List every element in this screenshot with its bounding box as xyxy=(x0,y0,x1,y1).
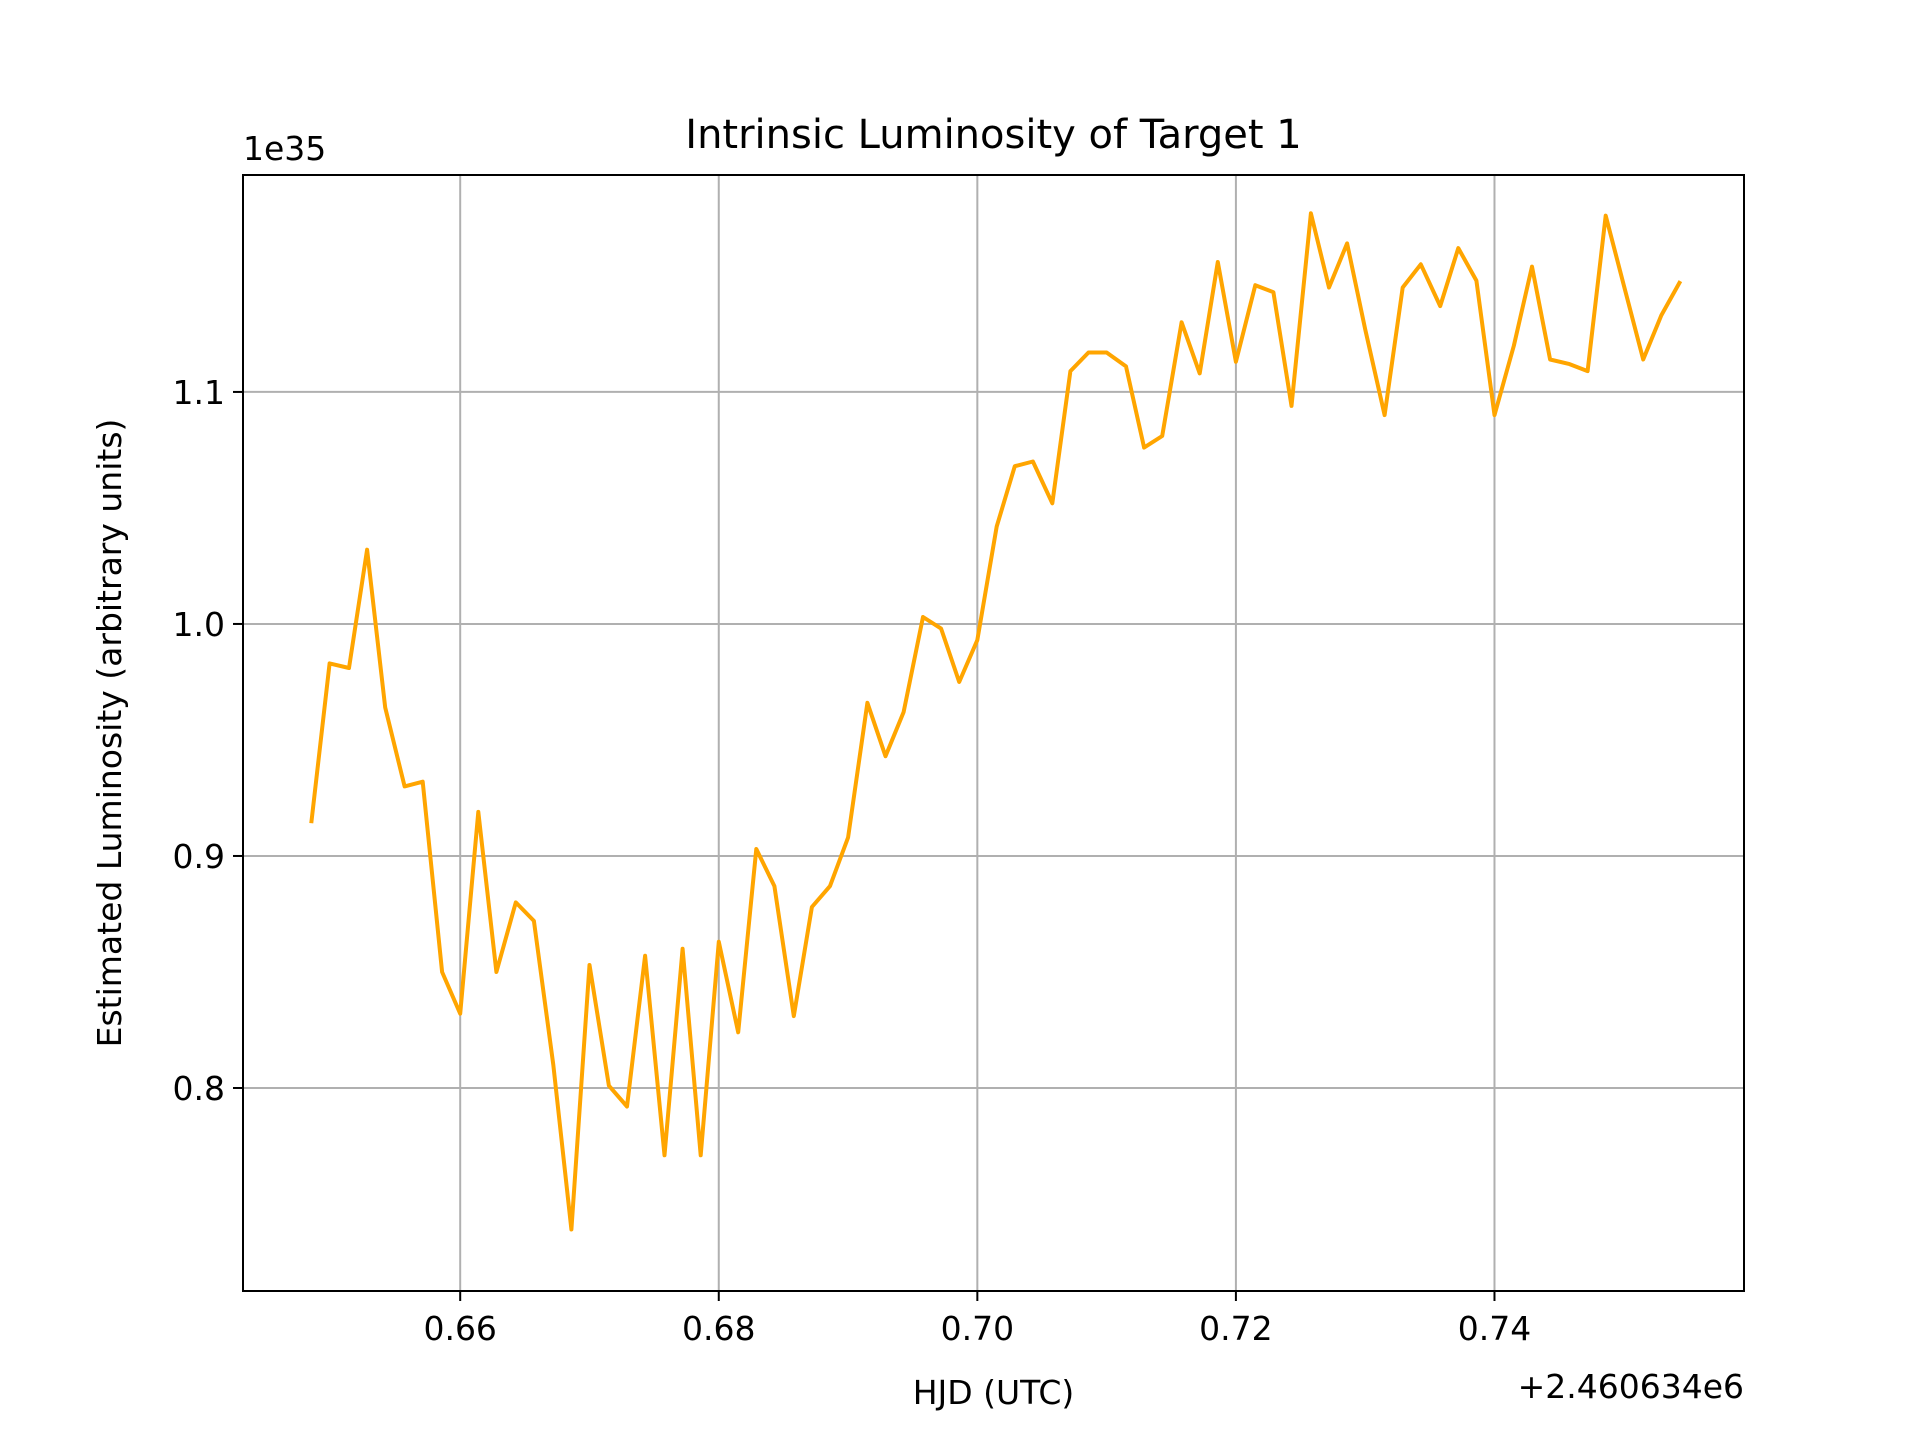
chart-title: Intrinsic Luminosity of Target 1 xyxy=(685,112,1301,158)
y-tick-label: 1.0 xyxy=(173,605,225,644)
x-tick-label: 0.72 xyxy=(1199,1309,1272,1348)
x-axis-offset-text: +2.460634e6 xyxy=(1518,1367,1744,1406)
y-axis-offset-text: 1e35 xyxy=(243,129,326,168)
series-line xyxy=(309,211,1683,1232)
x-axis-label: HJD (UTC) xyxy=(913,1373,1075,1412)
y-tick-label: 0.8 xyxy=(173,1069,225,1108)
series-layer xyxy=(309,211,1683,1232)
x-tick-label: 0.66 xyxy=(423,1309,496,1348)
x-tick-label: 0.70 xyxy=(941,1309,1014,1348)
x-tick-label: 0.68 xyxy=(682,1309,755,1348)
y-tick-label: 1.1 xyxy=(173,373,225,412)
y-axis-label: Estimated Luminosity (arbitrary units) xyxy=(90,419,129,1048)
plot-frame xyxy=(242,174,1745,1292)
ticks: 0.66 0.68 0.70 0.72 0.74 0.8 0.9 1.0 1.1 xyxy=(173,373,1532,1348)
y-tick-label: 0.9 xyxy=(173,837,225,876)
x-tick-label: 0.74 xyxy=(1458,1309,1531,1348)
